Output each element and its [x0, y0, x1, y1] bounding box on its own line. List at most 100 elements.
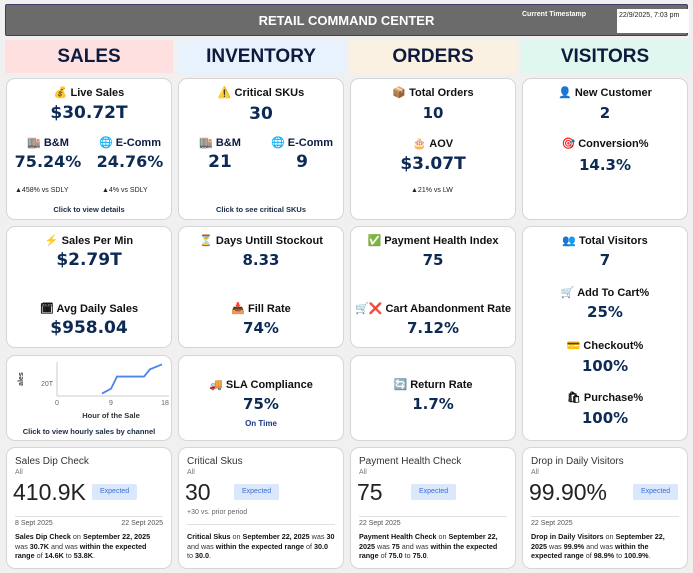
desc-part: and was [48, 541, 80, 551]
desc-part: . [209, 551, 211, 560]
check-description: Critical Skus on September 22, 2025 was … [187, 532, 335, 561]
desc-part: September 22, 2025 [242, 532, 310, 541]
desc-part: 99.9% [563, 541, 585, 551]
desc-part: to [63, 551, 74, 560]
expected-badge: Expected [411, 484, 457, 500]
desc-part: . [92, 551, 95, 560]
return-value: 1.7% [412, 395, 454, 413]
hourly-sales-link[interactable]: Click to view hourly sales by channel [22, 427, 156, 436]
cake-icon: 🎂 [412, 138, 427, 150]
bm-value: 21 [208, 152, 232, 172]
check-value: 30 [185, 479, 211, 505]
funnel-card: 👥 Total Visitors 7 🛒 Add To Cart% 25% 💳 … [522, 226, 688, 441]
sla-sub: On Time [245, 419, 277, 428]
sales-per-min-value: $2.79T [56, 250, 122, 270]
checkout-label: Checkout% [583, 340, 644, 352]
check-divider [359, 516, 507, 517]
desc-part: 53.8K [73, 551, 93, 560]
desc-part: within the expected range [531, 541, 649, 561]
desc-part: September 22, 2025 [531, 532, 665, 551]
desc-part: 30.0 [195, 551, 209, 560]
fill-rate-value: 74% [243, 319, 279, 337]
return-label: Return Rate [410, 379, 473, 391]
desc-part: Drop in Daily Visitors [531, 532, 604, 541]
desc-part: on [603, 532, 616, 541]
desc-part: was [15, 541, 30, 551]
total-visitors-value: 7 [599, 251, 611, 269]
sla-label: SLA Compliance [225, 379, 313, 391]
sales-rate-card: ⚡ Sales Per Min $2.79T 🗓 Avg Daily Sales… [6, 226, 172, 348]
hourly-sales-chart: 0 9 18 20T Hour of the Sale ales [18, 362, 169, 420]
return-card: 🔄 Return Rate 1.7% [350, 355, 516, 441]
desc-part: of [34, 551, 45, 560]
desc-part: September 22, 2025 [359, 532, 498, 551]
payment-card: ✅ Payment Health Index 75 🛒❌ Cart Abando… [350, 226, 516, 348]
check-description: Drop in Daily Visitors on September 22, … [531, 532, 679, 561]
purchase-label: Purchase% [583, 392, 644, 404]
desc-part: 30.7K [29, 541, 49, 551]
live-sales-card[interactable]: 💰 Live Sales $30.72T 🏬 B&M 75.24% 🌐 E-Co… [6, 78, 172, 220]
check-filter: All [187, 469, 195, 476]
anomaly-check-card[interactable]: Payment Health Check All 75 Expected 22 … [350, 447, 516, 569]
cart-abandon-value: 7.12% [406, 319, 460, 337]
live-sales-label: Live Sales [70, 87, 125, 99]
critical-skus-card[interactable]: ⚠️ Critical SKUs 30 🏬 B&M 21 🌐 E-Comm 9 … [178, 78, 344, 220]
check-divider [531, 516, 679, 517]
desc-part: to [614, 551, 625, 560]
return-icon: 🔄 [393, 379, 408, 391]
x-tick-label: 0 [55, 400, 59, 407]
person-icon: 👤 [558, 87, 572, 99]
date-end: 22 Sept 2025 [121, 520, 163, 527]
calendar-icon: 🗓 [39, 303, 54, 315]
check-value: 99.90% [529, 479, 608, 505]
check-title: Critical Skus [187, 456, 243, 467]
desc-part: was [309, 532, 327, 541]
ecomm-delta: ▲4% vs SDLY [102, 187, 148, 194]
anomaly-check-card[interactable]: Drop in Daily Visitors All 99.90% Expect… [522, 447, 688, 569]
y-tick-label: 20T [41, 381, 54, 388]
date-start: 22 Sept 2025 [531, 520, 573, 527]
check-filter: All [531, 469, 539, 476]
conversion-value: 14.3% [578, 156, 632, 174]
check-filter: All [15, 469, 23, 476]
check-value: 410.9K [13, 479, 86, 505]
desc-part: and was [399, 541, 431, 551]
date-start: 8 Sept 2025 [15, 520, 53, 527]
check-description: Payment Health Check on September 22, 20… [359, 532, 507, 561]
globe-icon: 🌐 [99, 137, 113, 149]
anomaly-check-card[interactable]: Critical Skus All 30 Expected +30 vs. pr… [178, 447, 344, 569]
anomaly-check-card[interactable]: Sales Dip Check All 410.9K Expected 8 Se… [6, 447, 172, 569]
cart-icon: 🛒 [560, 287, 575, 299]
bm-value: 75.24% [14, 152, 82, 171]
sales-per-min-label: Sales Per Min [61, 235, 134, 247]
stockout-label: Days Untill Stockout [215, 235, 323, 247]
desc-part: within the expected range [359, 541, 498, 561]
y-axis-label: ales [18, 372, 25, 386]
credit-card-icon: 💳 [566, 340, 581, 352]
check-filter: All [359, 469, 367, 476]
orders-card: 📦 Total Orders 10 🎂 AOV $3.07T ▲21% vs L… [350, 78, 516, 220]
section-orders: ORDERS [349, 40, 517, 73]
desc-part: and was [584, 541, 615, 551]
critical-skus-link[interactable]: Click to see critical SKUs [215, 205, 307, 214]
avg-daily-label: Avg Daily Sales [56, 303, 139, 315]
x-tick-label: 9 [109, 400, 113, 407]
desc-part: to [402, 551, 413, 560]
x-tick-label: 18 [161, 400, 169, 407]
cart-cross-icon: 🛒❌ [355, 303, 383, 315]
section-sales: SALES [5, 40, 173, 73]
title-bar: RETAIL COMMAND CENTER Current Timestamp … [5, 4, 689, 36]
hourly-sales-card[interactable]: 0 9 18 20T Hour of the Sale ales Click to vie… [6, 355, 172, 441]
check-divider [15, 516, 163, 517]
check-title: Drop in Daily Visitors [531, 456, 624, 467]
fill-rate-label: Fill Rate [247, 303, 291, 315]
add-cart-label: Add To Cart% [577, 287, 650, 299]
desc-part: on [230, 532, 243, 541]
payment-value: 75 [422, 251, 444, 269]
truck-icon: 🚚 [209, 379, 223, 391]
aov-label: AOV [429, 138, 454, 150]
target-icon: 🎯 [561, 138, 576, 150]
total-orders-label: Total Orders [409, 87, 474, 99]
view-details-link[interactable]: Click to view details [53, 205, 125, 214]
warning-icon: ⚠️ [217, 87, 232, 99]
